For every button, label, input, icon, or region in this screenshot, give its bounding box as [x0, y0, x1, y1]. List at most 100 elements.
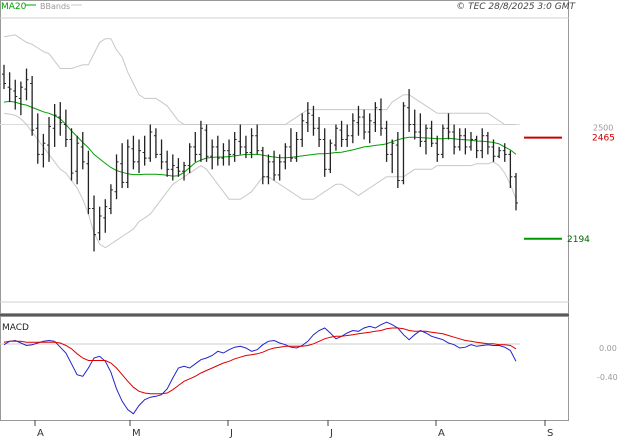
ohlc-bar — [176, 158, 181, 177]
ohlc-bar — [148, 124, 153, 162]
ohlc-bar — [474, 135, 479, 159]
price-bars — [2, 64, 518, 252]
ohlc-bar — [114, 154, 119, 200]
ohlc-bar — [30, 76, 35, 136]
ohlc-bar — [75, 135, 80, 185]
ohlc-bar — [153, 128, 158, 159]
ohlc-bar — [305, 102, 310, 132]
ohlc-bar — [193, 132, 198, 162]
ohlc-bar — [142, 135, 147, 166]
macd-title: MACD — [2, 323, 29, 333]
ohlc-bar — [13, 79, 18, 110]
signal-line — [3, 327, 517, 395]
ohlc-bar — [198, 120, 203, 162]
ohlc-bar — [260, 146, 265, 185]
ohlc-bar — [58, 102, 63, 136]
ohlc-bar — [80, 132, 85, 170]
ohlc-bar — [362, 109, 367, 140]
ohlc-bar — [390, 139, 395, 174]
ohlc-bar — [317, 117, 322, 147]
ohlc-bar — [311, 105, 316, 136]
ohlc-bar — [423, 124, 428, 155]
ohlc-bar — [24, 68, 29, 101]
ohlc-bar — [407, 89, 412, 132]
ohlc-bar — [356, 105, 361, 136]
ohlc-bar — [401, 102, 406, 185]
ohlc-bar — [440, 124, 445, 159]
ohlc-bar — [243, 135, 248, 159]
ohlc-bar — [86, 150, 91, 215]
ohlc-bar — [277, 154, 282, 181]
ohlc-bar — [18, 81, 23, 116]
ohlc-bar — [249, 128, 254, 159]
ohlc-bar — [41, 133, 46, 168]
ohlc-bar — [435, 135, 440, 162]
ohlc-bar — [367, 113, 372, 144]
support-label: 2194 — [567, 235, 590, 245]
ohlc-bar — [384, 120, 389, 162]
copyright-text: © TEC 28/8/2025 3:0 GMT — [456, 2, 576, 12]
ohlc-bar — [429, 120, 434, 147]
ohlc-bar — [221, 143, 226, 166]
grid-price-label: 2500 — [593, 124, 613, 133]
ma-legend-label: MA20 — [1, 2, 27, 12]
ohlc-bar — [210, 139, 215, 170]
price-panel-frame — [0, 0, 569, 314]
ohlc-bar — [182, 161, 187, 181]
ohlc-bar — [288, 128, 293, 162]
ohlc-bar — [480, 128, 485, 159]
ohlc-bar — [120, 143, 125, 188]
bb-upper-line — [3, 34, 516, 125]
month-label: M — [132, 428, 141, 439]
ohlc-bar — [204, 124, 209, 162]
bb-lower-line — [3, 112, 517, 249]
macd-tick-0: 0.00 — [599, 344, 617, 353]
ohlc-bar — [412, 109, 417, 140]
ohlc-bar — [165, 150, 170, 177]
ohlc-bar — [283, 143, 288, 170]
bollinger-bands — [3, 34, 517, 249]
macd-panel-frame — [0, 316, 569, 421]
ohlc-bar — [446, 113, 451, 140]
ohlc-bar — [227, 139, 232, 166]
macd-tick-1: -0.40 — [597, 373, 618, 382]
bb-legend-label: BBands — [40, 2, 70, 11]
ohlc-bar — [69, 128, 74, 181]
ohlc-bar — [170, 154, 175, 181]
macd-lines — [3, 321, 517, 415]
month-label: A — [438, 428, 445, 439]
month-label: S — [547, 428, 553, 439]
ohlc-bar — [378, 98, 383, 136]
ohlc-bar — [485, 132, 490, 155]
moving-average — [3, 100, 517, 177]
ohlc-bar — [255, 124, 260, 155]
ohlc-bar — [63, 109, 68, 147]
ohlc-bar — [514, 173, 518, 211]
ohlc-bar — [468, 132, 473, 151]
ohlc-bar — [272, 150, 277, 181]
macd-line — [3, 321, 517, 415]
resistance-label: 2465 — [592, 134, 615, 144]
ohlc-bar — [457, 128, 462, 151]
ohlc-bar — [294, 132, 299, 162]
ohlc-bar — [103, 199, 108, 233]
ohlc-bar — [266, 154, 271, 185]
ohlc-bar — [238, 124, 243, 155]
ohlc-bar — [131, 135, 136, 170]
month-label: J — [229, 428, 233, 439]
ohlc-bar — [373, 102, 378, 132]
ohlc-bar — [497, 146, 502, 159]
ohlc-bar — [97, 206, 102, 241]
ohlc-bar — [508, 150, 513, 188]
ohlc-bar — [215, 135, 220, 166]
ohlc-bar — [2, 64, 6, 90]
ohlc-bar — [418, 113, 423, 147]
ohlc-bar — [463, 128, 468, 155]
ohlc-bar — [300, 113, 305, 147]
ohlc-bar — [452, 124, 457, 155]
ohlc-bar — [328, 139, 333, 174]
ohlc-bar — [35, 113, 40, 164]
ma20-line — [3, 100, 517, 177]
ohlc-bar — [491, 139, 496, 162]
